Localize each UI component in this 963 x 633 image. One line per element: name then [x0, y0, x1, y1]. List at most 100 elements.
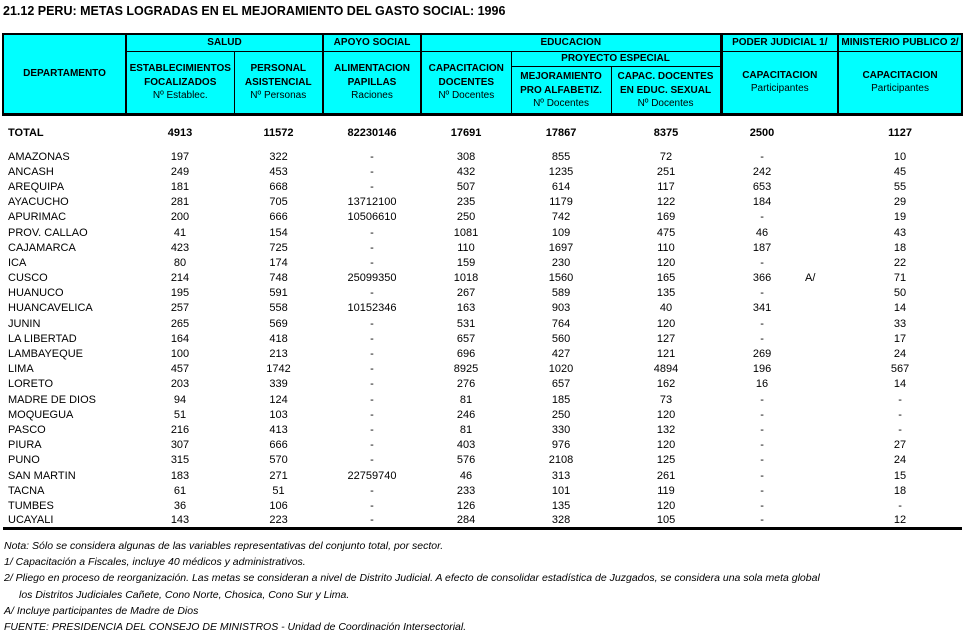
- value-cell: 432: [456, 165, 476, 178]
- value-flag-cell: [803, 179, 838, 194]
- department-cell: APURIMAC: [8, 211, 67, 224]
- table-header: DEPARTAMENTO SALUD APOYO SOCIAL EDUCACIO…: [2, 33, 963, 116]
- value-cell: -: [760, 514, 764, 527]
- department-cell: ICA: [8, 256, 27, 269]
- value-cell: 165: [656, 272, 676, 285]
- value-flag-cell: [803, 225, 838, 240]
- table-row: ANCASH 249 453 - 432 1235 251 242 45: [3, 164, 962, 179]
- value-cell: 17691: [450, 126, 482, 139]
- value-cell: -: [760, 393, 764, 406]
- value-flag-cell: [803, 377, 838, 392]
- footnote-2-continuation: los Distritos Judiciales Cañete, Cono No…: [19, 588, 350, 601]
- table-row: HUANCAVELICA 257 558 10152346 163 903 40 341 14: [3, 301, 962, 316]
- table-bottom-rule: [3, 527, 963, 531]
- value-cell: 46: [755, 226, 769, 239]
- value-cell: -: [370, 256, 374, 269]
- value-flag-cell: [803, 286, 838, 301]
- value-cell: 200: [170, 211, 190, 224]
- value-cell: -: [760, 150, 764, 163]
- department-cell: CAJAMARCA: [8, 241, 76, 254]
- value-cell: 251: [656, 165, 676, 178]
- value-cell: -: [898, 393, 902, 406]
- value-cell: -: [370, 332, 374, 345]
- value-cell: 51: [272, 484, 285, 497]
- value-cell: 322: [269, 150, 288, 163]
- column-label: CAPACITACION DOCENTES: [428, 63, 504, 88]
- value-cell: 569: [269, 317, 288, 330]
- value-cell: 591: [269, 287, 288, 300]
- value-cell: 27: [893, 439, 907, 452]
- value-cell: 169: [656, 211, 676, 224]
- footnote-nota: Nota: Sólo se considera algunas de las v…: [4, 540, 444, 552]
- value-cell: -: [760, 317, 764, 330]
- spacer-row: [3, 140, 962, 149]
- value-cell: 46: [459, 469, 473, 482]
- value-cell: 531: [456, 317, 476, 330]
- column-unit: Nº Personas: [250, 90, 307, 101]
- value-cell: 183: [170, 469, 190, 482]
- value-cell: 185: [551, 393, 571, 406]
- value-cell: 12: [893, 514, 907, 527]
- table-row: AYACUCHO 281 705 13712100 235 1179 122 184 29: [3, 195, 962, 210]
- value-cell: -: [370, 150, 374, 163]
- table-row: AREQUIPA 181 668 - 507 614 117 653 55: [3, 179, 962, 194]
- department-cell: LA LIBERTAD: [8, 332, 77, 345]
- value-cell: 4913: [167, 126, 193, 139]
- value-cell: 315: [170, 454, 190, 467]
- value-flag-cell: [803, 514, 838, 529]
- value-cell: 45: [893, 165, 907, 178]
- column-unit: Nº Docentes: [438, 90, 495, 101]
- value-cell: 570: [269, 454, 288, 467]
- table-row: AMAZONAS 197 322 - 308 855 72 - 10: [3, 149, 962, 164]
- value-cell: -: [760, 287, 764, 300]
- value-flag-cell: [803, 498, 838, 513]
- value-cell: 8925: [453, 363, 479, 376]
- value-cell: 117: [657, 180, 675, 193]
- value-cell: 1127: [888, 126, 912, 139]
- table-row: MADRE DE DIOS 94 124 - 81 185 73 - -: [3, 392, 962, 407]
- value-cell: 475: [656, 226, 676, 239]
- header-columns-row: MEJORAMIENTO PRO ALFABETIZ. Nº Docentes …: [3, 65, 962, 116]
- table-row: LA LIBERTAD 164 418 - 657 560 127 - 17: [3, 331, 962, 346]
- value-cell: 250: [551, 408, 571, 421]
- column-unit: Nº Establec.: [152, 90, 208, 101]
- header-col-capacitacion-poder: CAPACITACION Participantes: [719, 50, 839, 116]
- value-cell: 313: [551, 469, 571, 482]
- footnote-2: 2/ Pliego en proceso de reorganización. …: [4, 572, 820, 585]
- value-cell: -: [760, 484, 764, 497]
- value-cell: 203: [170, 378, 190, 391]
- value-cell: 197: [170, 150, 190, 163]
- department-cell: MOQUEGUA: [8, 408, 74, 421]
- value-cell: 257: [170, 302, 190, 315]
- value-cell: 250: [456, 211, 476, 224]
- value-cell: 213: [269, 348, 288, 361]
- header-group-apoyo-social: APOYO SOCIAL: [322, 33, 422, 52]
- value-flag-cell: [803, 240, 838, 255]
- value-cell: 100: [170, 348, 190, 361]
- value-cell: 119: [657, 484, 675, 497]
- value-cell: 163: [456, 302, 476, 315]
- department-cell: JUNIN: [8, 317, 41, 330]
- value-cell: 43: [893, 226, 907, 239]
- value-cell: 135: [656, 287, 676, 300]
- header-col-mejoramiento: MEJORAMIENTO PRO ALFABETIZ. Nº Docentes: [510, 65, 612, 116]
- value-cell: 423: [170, 241, 190, 254]
- value-cell: 10506610: [347, 211, 397, 224]
- table-row: PIURA 307 666 - 403 976 120 - 27: [3, 438, 962, 453]
- value-cell: 341: [752, 302, 772, 315]
- value-cell: 135: [551, 499, 571, 512]
- value-cell: 82230146: [347, 126, 397, 139]
- column-label: CAPACITACION: [742, 70, 818, 81]
- total-row: TOTAL 4913 11572 82230146 17691 17867 8375 2500…: [3, 125, 962, 140]
- department-cell: LIMA: [8, 363, 34, 376]
- table-row: LIMA 457 1742 - 8925 1020 4894 196 567: [3, 362, 962, 377]
- header-group-proyecto-especial: PROYECTO ESPECIAL: [510, 50, 722, 67]
- value-cell: 653: [752, 180, 772, 193]
- value-cell: 72: [659, 150, 673, 163]
- column-label: ALIMENTACION PAPILLAS: [334, 63, 410, 88]
- header-group-row: DEPARTAMENTO SALUD APOYO SOCIAL EDUCACIO…: [2, 33, 963, 116]
- header-group-salud: SALUD: [124, 33, 324, 52]
- column-label: CAPAC. DOCENTES EN EDUC. SEXUAL: [617, 70, 714, 96]
- value-cell: -: [370, 439, 374, 452]
- value-cell: 249: [170, 165, 190, 178]
